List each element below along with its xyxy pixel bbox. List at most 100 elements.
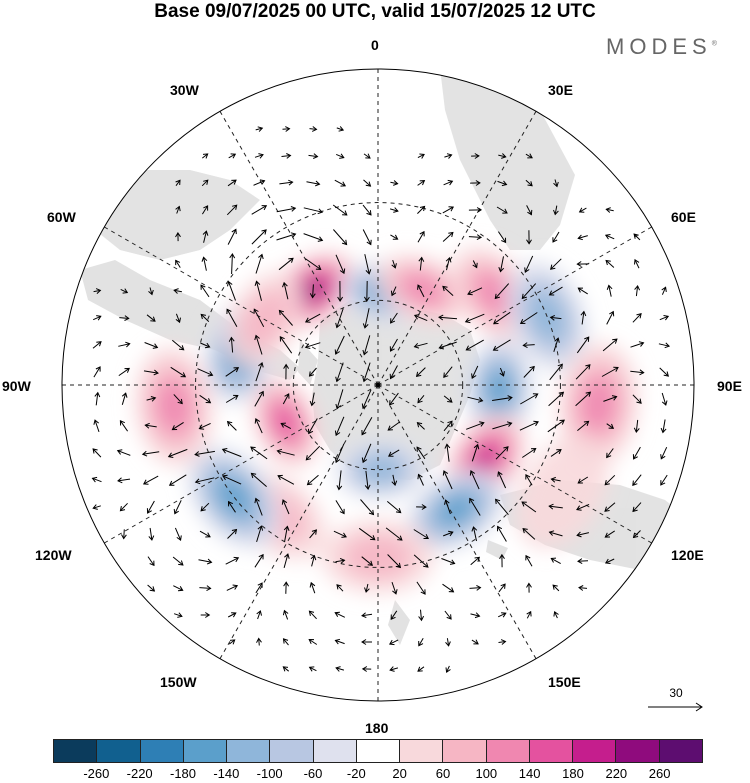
- wind-arrow: [282, 638, 289, 646]
- wind-arrow: [335, 362, 344, 383]
- wind-arrow: [604, 558, 615, 564]
- wind-arrow: [335, 389, 344, 410]
- wind-arrow: [174, 527, 182, 541]
- wind-arrow: [363, 153, 371, 159]
- wind-arrow: [578, 585, 588, 591]
- wind-arrow: [525, 153, 533, 159]
- wind-arrow: [93, 288, 102, 294]
- wind-arrow: [466, 421, 485, 430]
- wind-arrow: [148, 287, 154, 296]
- colorbar-tick-label: 140: [518, 766, 541, 781]
- lon-label-180: 180: [365, 720, 389, 736]
- wind-arrow: [281, 499, 290, 515]
- meridian-line: [79, 384, 379, 558]
- wind-arrow: [606, 448, 614, 459]
- wind-arrow: [413, 314, 428, 322]
- wind-arrow: [471, 639, 479, 645]
- wind-arrow: [306, 474, 319, 486]
- wind-arrow: [225, 556, 240, 565]
- wind-arrow: [222, 474, 242, 485]
- wind-arrow: [336, 584, 344, 592]
- wind-arrow: [335, 308, 344, 329]
- graticule: [62, 69, 694, 701]
- wind-arrow: [606, 284, 613, 297]
- wind-arrow: [632, 474, 642, 487]
- wind-arrow: [387, 554, 402, 569]
- wind-arrow: [471, 443, 480, 462]
- wind-arrow: [117, 477, 131, 484]
- wind-arrow: [334, 335, 345, 355]
- wind-arrow: [605, 207, 614, 213]
- wind-arrow: [228, 336, 235, 353]
- wind-arrow: [417, 180, 426, 186]
- wind-arrow: [199, 394, 212, 404]
- wind-arrow: [416, 421, 425, 430]
- wind-arrow: [304, 342, 321, 349]
- wind-arrow: [336, 126, 345, 132]
- wind-arrow: [523, 365, 535, 378]
- wind-arrow: [276, 232, 297, 241]
- wind-arrow: [363, 179, 372, 187]
- wind-arrow: [467, 396, 484, 403]
- wind-arrow: [279, 179, 294, 186]
- wind-arrow: [282, 666, 290, 672]
- wind-arrow: [549, 363, 563, 381]
- wind-arrow: [309, 284, 316, 299]
- wind-vectors: [91, 126, 671, 673]
- wind-arrow: [442, 583, 455, 593]
- wind-arrow: [441, 558, 456, 565]
- wind-arrow: [279, 336, 293, 354]
- wind-arrow: [227, 528, 238, 539]
- lon-label-120e: 120E: [671, 547, 704, 563]
- wind-arrow: [525, 179, 533, 187]
- meridian-line: [377, 384, 551, 684]
- wind-arrow: [254, 497, 263, 516]
- landmass-shading: [80, 69, 690, 645]
- wind-arrow: [443, 530, 454, 537]
- wind-arrow: [604, 502, 616, 512]
- wind-arrow: [120, 288, 129, 294]
- wind-arrow: [495, 498, 509, 516]
- wind-arrow: [148, 527, 155, 541]
- wind-arrow: [175, 205, 181, 214]
- wind-arrow: [469, 584, 482, 591]
- wind-arrow: [497, 471, 507, 489]
- wind-arrow: [334, 179, 347, 187]
- colorbar-swatch: [616, 740, 660, 762]
- wind-arrow: [443, 395, 453, 403]
- wind-arrow: [417, 153, 425, 159]
- wind-arrow: [417, 394, 425, 404]
- colorbar-swatch: [183, 740, 228, 762]
- wind-arrow: [173, 288, 183, 294]
- wind-arrow: [364, 254, 372, 275]
- colorbar-swatch: [486, 740, 530, 762]
- wind-arrow: [444, 153, 453, 159]
- wind-arrow: [417, 205, 426, 214]
- wind-arrow: [308, 638, 318, 645]
- wind-arrow: [276, 448, 295, 456]
- wind-arrow: [308, 367, 317, 377]
- wind-arrow: [633, 419, 640, 434]
- wind-arrow: [254, 418, 263, 434]
- wind-arrow: [335, 557, 346, 564]
- wind-arrow: [254, 153, 264, 159]
- wind-arrow: [498, 639, 507, 645]
- wind-arrow: [334, 416, 345, 437]
- wind-arrow: [173, 612, 183, 618]
- wind-arrow: [362, 229, 372, 246]
- wind-arrow: [201, 179, 209, 187]
- wind-arrow: [335, 500, 345, 515]
- wind-arrow: [418, 609, 425, 622]
- wind-arrow: [361, 389, 372, 410]
- wind-arrow: [362, 335, 371, 356]
- wind-arrow: [418, 638, 424, 647]
- wind-arrow: [198, 422, 211, 430]
- wind-arrow: [254, 390, 264, 407]
- wind-arrow: [469, 470, 480, 490]
- wind-arrow: [253, 179, 266, 186]
- wind-arrow: [630, 341, 645, 348]
- wind-arrow: [194, 450, 215, 457]
- wind-arrow: [577, 420, 590, 431]
- wind-arrow: [171, 339, 185, 351]
- lon-label-120w: 120W: [35, 547, 72, 563]
